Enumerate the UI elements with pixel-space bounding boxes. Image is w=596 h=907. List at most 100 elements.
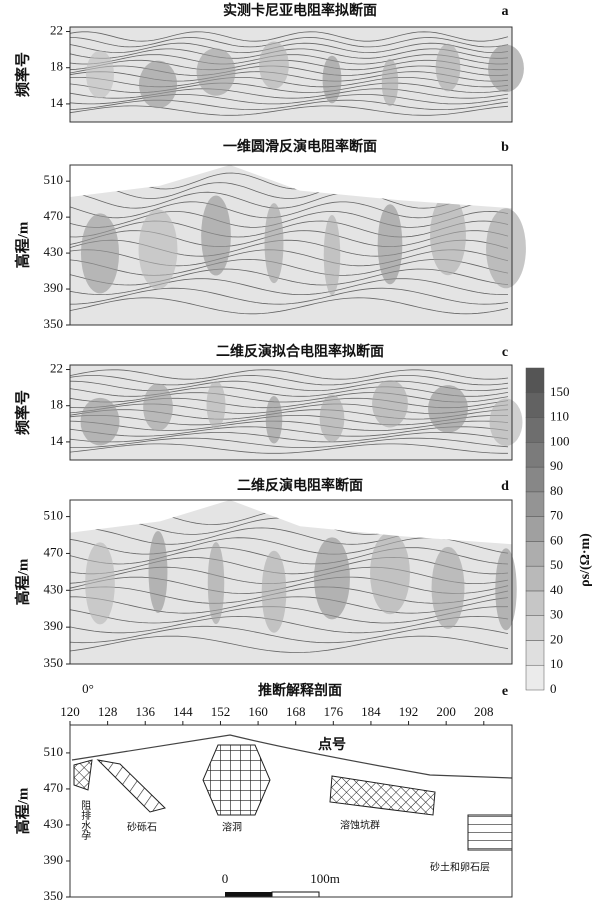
contour-blob: [319, 394, 345, 443]
plot-frame: [69, 26, 513, 123]
y-tick-label: 430: [44, 244, 64, 259]
contour-blob: [259, 41, 289, 89]
x-tick-label: 200: [436, 704, 456, 719]
contour-blob: [495, 548, 517, 631]
contour-blob: [372, 379, 408, 428]
contour: [69, 432, 509, 443]
contour-blob: [206, 381, 226, 429]
scale-bar: [225, 892, 272, 897]
contour-blob: [264, 203, 284, 284]
y-axis-label: 高程/m: [13, 787, 31, 834]
colorbar-tick-label: 90: [550, 458, 563, 473]
x-tick-label: 144: [173, 704, 193, 719]
contour: [69, 105, 509, 116]
contour: [69, 278, 509, 296]
scale-bar: [271, 891, 320, 898]
contour: [69, 191, 509, 209]
contour: [69, 99, 509, 110]
contour-blob: [314, 537, 350, 620]
contour-blob: [489, 398, 523, 446]
colorbar-swatch: [525, 615, 545, 641]
y-axis-label: 频率号: [13, 52, 31, 97]
y-tick-label: 390: [44, 280, 64, 295]
contour-blob: [143, 383, 173, 431]
contour-blob: [80, 397, 120, 446]
contour-field: [69, 165, 526, 325]
plot-frame: [69, 364, 513, 461]
colorbar-swatch: [525, 590, 545, 616]
y-tick-label: 510: [44, 508, 64, 523]
y-tick-label: 430: [44, 581, 64, 596]
topography-mask: [70, 500, 512, 545]
contour: [69, 625, 509, 644]
contour-blob: [148, 531, 168, 614]
contour: [70, 437, 509, 448]
contour-blob: [430, 195, 466, 276]
contour: [69, 65, 509, 76]
x-tick-label: 184: [361, 704, 381, 719]
panel-title: 二维反演电阻率断面: [237, 477, 363, 494]
panel-title: 二维反演拟合电阻率拟断面: [216, 343, 384, 360]
contour-field: [69, 500, 517, 664]
contour-blob: [138, 209, 178, 290]
contour: [69, 37, 509, 48]
colorbar-tick-label: 60: [550, 532, 563, 547]
contour: [69, 59, 509, 71]
contour-blob: [431, 546, 465, 629]
contour-blob: [265, 396, 283, 444]
x-tick-label: 152: [211, 704, 231, 719]
colorbar-tick-label: 0: [550, 681, 557, 696]
x-tick-label: 160: [248, 704, 268, 719]
scale-label: 100m: [310, 871, 340, 886]
colorbar-tick-label: 20: [550, 631, 563, 646]
contour-blob: [261, 550, 287, 633]
contour: [69, 635, 509, 653]
y-axis-label: 高程/m: [13, 221, 31, 268]
colorbar-swatch: [525, 367, 545, 394]
y-tick-label: 510: [44, 744, 64, 759]
x-tick-label: 208: [474, 704, 494, 719]
contour-blob: [80, 213, 120, 294]
x-tick-label: 168: [286, 704, 306, 719]
y-tick-label: 18: [50, 59, 63, 74]
colorbar-tick-label: 100: [550, 433, 570, 448]
colorbar-swatch: [525, 491, 545, 517]
y-tick-label: 390: [44, 618, 64, 633]
zone-shape: [202, 744, 271, 816]
colorbar-swatch: [525, 640, 545, 666]
contour: [69, 426, 509, 437]
plot-frame: [69, 164, 513, 326]
colorbar-swatch: [525, 541, 545, 567]
panel-label: e: [502, 684, 508, 699]
contour: [69, 443, 508, 454]
zone-shape: [329, 775, 436, 816]
contour: [69, 31, 509, 42]
contour-field: [69, 27, 524, 122]
colorbar-swatch: [525, 417, 545, 443]
contour: [69, 547, 509, 565]
y-tick-label: 350: [44, 888, 64, 903]
x-tick-label: 128: [98, 704, 118, 719]
colorbar-swatch: [525, 466, 545, 493]
panel-label: c: [502, 345, 508, 360]
topography: [71, 734, 513, 779]
zone-shape: [73, 759, 93, 791]
y-tick-label: 430: [44, 816, 64, 831]
colorbar-tick-label: 40: [550, 582, 563, 597]
contour: [69, 615, 509, 634]
x-tick-label: 192: [399, 704, 419, 719]
contour: [69, 380, 509, 392]
contour-blob: [488, 44, 524, 93]
panel-title: 推断解释剖面: [258, 682, 342, 699]
y-tick-label: 22: [50, 361, 63, 376]
x-tick-label: 120: [60, 704, 80, 719]
contour-blob: [201, 195, 231, 276]
contour-blob: [428, 385, 468, 433]
annotation: 砂土和卵石层: [430, 860, 490, 873]
colorbar-tick-label: 70: [550, 508, 563, 523]
contour-blob: [196, 48, 236, 96]
contour: [69, 369, 509, 380]
y-axis-label: 频率号: [13, 390, 31, 435]
panel-title: 实测卡尼亚电阻率拟断面: [223, 2, 377, 19]
